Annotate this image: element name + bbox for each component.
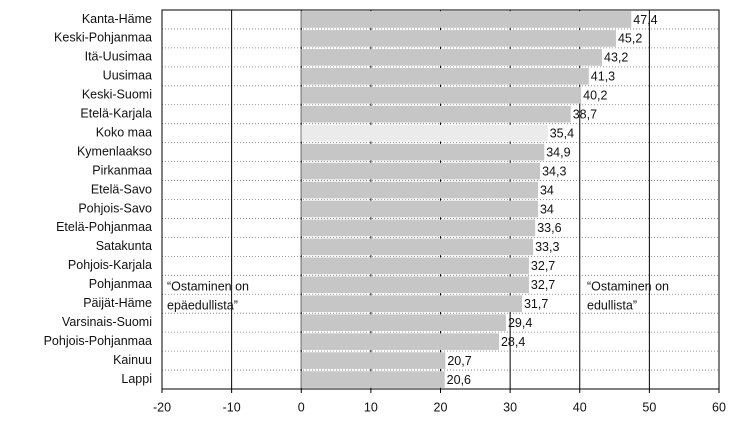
value-label: 20,6 xyxy=(447,373,471,387)
category-label: Keski-Pohjanmaa xyxy=(54,31,152,45)
value-label: 33,6 xyxy=(537,221,561,235)
annotation: edullista” xyxy=(587,298,637,312)
bar xyxy=(301,143,545,161)
value-label: 45,2 xyxy=(618,32,642,46)
bar xyxy=(301,276,529,294)
value-label: 43,2 xyxy=(604,51,628,65)
value-label: 35,4 xyxy=(550,126,574,140)
annotation: “Ostaminen on xyxy=(587,279,669,293)
value-label: 47,4 xyxy=(633,13,657,27)
x-tick-label: 40 xyxy=(573,400,587,414)
value-label: 33,3 xyxy=(535,240,559,254)
value-label: 20,7 xyxy=(447,354,471,368)
category-label: Lappi xyxy=(121,372,152,386)
x-tick-label: -10 xyxy=(223,400,241,414)
value-label: 38,7 xyxy=(573,108,597,122)
value-label: 32,7 xyxy=(531,278,555,292)
bar xyxy=(301,352,446,369)
category-label: Varsinais-Suomi xyxy=(62,315,152,329)
category-label: Kymenlaakso xyxy=(77,144,152,158)
bar xyxy=(301,86,582,104)
category-label: Etelä-Pohjanmaa xyxy=(56,220,152,234)
category-label: Kanta-Häme xyxy=(82,12,152,26)
x-tick-label: -20 xyxy=(153,400,171,414)
bar xyxy=(301,124,548,142)
category-label: Pirkanmaa xyxy=(92,163,152,177)
category-label: Satakunta xyxy=(96,239,152,253)
category-label: Pohjois-Savo xyxy=(78,201,152,215)
category-label: Etelä-Savo xyxy=(91,182,152,196)
category-label: Kainuu xyxy=(113,353,152,367)
bar xyxy=(301,314,506,332)
annotation: epäedullista” xyxy=(167,298,238,312)
category-label: Pohjanmaa xyxy=(89,277,152,291)
category-label: Pohjois-Pohjanmaa xyxy=(44,334,152,348)
bar xyxy=(301,333,499,350)
x-tick-label: 0 xyxy=(298,400,305,414)
bar xyxy=(301,295,522,313)
x-tick-label: 50 xyxy=(642,400,656,414)
value-label: 29,4 xyxy=(508,316,532,330)
bar xyxy=(301,49,603,66)
bar xyxy=(301,219,536,237)
plot-border xyxy=(161,9,720,390)
value-label: 34,3 xyxy=(542,164,566,178)
category-label: Etelä-Karjala xyxy=(80,107,152,121)
bar xyxy=(301,162,541,180)
value-label: 28,4 xyxy=(501,335,525,349)
value-label: 32,7 xyxy=(531,259,555,273)
category-label: Päijät-Häme xyxy=(83,296,152,310)
x-tick-label: 30 xyxy=(503,400,517,414)
value-label: 34,9 xyxy=(546,145,570,159)
x-tick-label: 10 xyxy=(364,400,378,414)
bar xyxy=(301,371,445,388)
category-label: Itä-Uusimaa xyxy=(85,50,152,64)
bar xyxy=(301,181,538,199)
bar xyxy=(301,238,534,256)
category-label: Pohjois-Karjala xyxy=(68,258,152,272)
category-label: Uusimaa xyxy=(103,69,152,83)
bar xyxy=(301,30,616,47)
category-label: Koko maa xyxy=(96,125,152,139)
category-label: Keski-Suomi xyxy=(82,88,152,102)
value-label: 41,3 xyxy=(591,70,615,84)
bar xyxy=(301,105,571,123)
value-label: 34 xyxy=(540,202,554,216)
annotation: “Ostaminen on xyxy=(167,279,249,293)
value-label: 34 xyxy=(540,183,554,197)
x-tick-label: 20 xyxy=(434,400,448,414)
bar xyxy=(301,200,538,218)
value-label: 40,2 xyxy=(583,89,607,103)
bar xyxy=(301,257,529,275)
bar xyxy=(301,11,632,28)
x-tick-label: 60 xyxy=(712,400,726,414)
bar xyxy=(301,67,589,85)
value-label: 31,7 xyxy=(524,297,548,311)
